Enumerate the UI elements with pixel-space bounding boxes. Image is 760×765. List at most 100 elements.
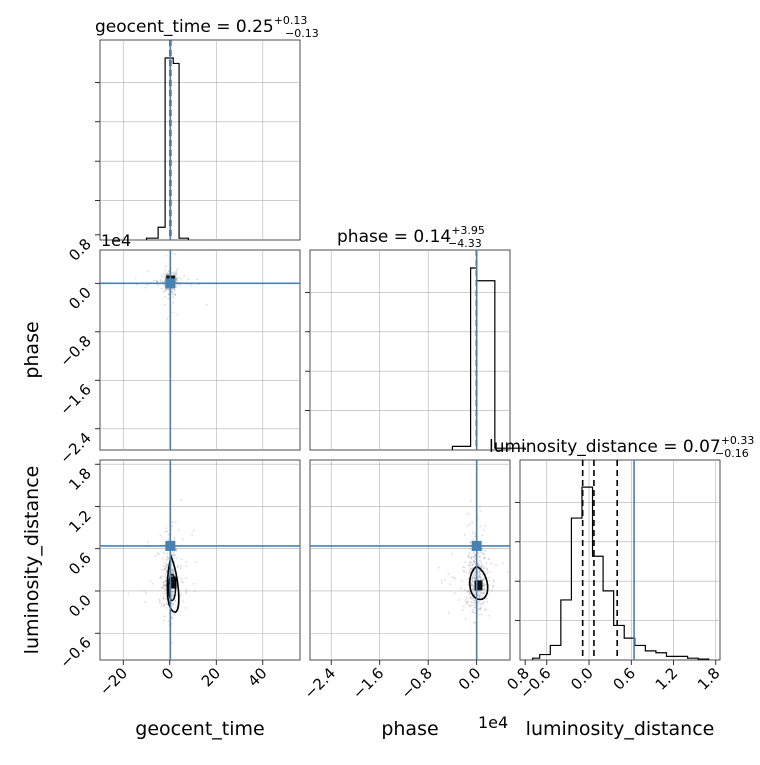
sample-point: [479, 577, 482, 580]
panel-frame-geocent-time-hist: [99, 39, 301, 241]
sample-point: [479, 565, 481, 568]
sample-point: [184, 606, 187, 609]
sample-point: [508, 588, 510, 591]
sample-point: [164, 567, 167, 570]
sample-point: [156, 280, 159, 283]
sample-point: [187, 278, 190, 281]
sample-point: [483, 566, 486, 569]
sample-point: [171, 563, 173, 566]
sample-point: [172, 603, 175, 605]
sample-point: [469, 564, 471, 567]
sample-point: [479, 606, 482, 609]
sample-point: [175, 278, 178, 281]
sample-point: [474, 572, 477, 574]
sample-point: [179, 567, 182, 570]
sample-point: [480, 561, 483, 564]
sample-point: [174, 272, 177, 274]
sample-point: [471, 579, 474, 582]
sample-point: [472, 555, 475, 558]
sample-point: [172, 569, 175, 571]
sample-point: [473, 573, 476, 576]
sample-point: [185, 560, 188, 563]
sample-point: [467, 572, 470, 575]
sample-point: [149, 580, 152, 583]
sample-point: [162, 585, 165, 588]
sample-point: [167, 293, 170, 296]
sample-point: [173, 272, 176, 275]
sample-point: [468, 571, 471, 574]
sample-point: [479, 608, 482, 610]
sample-point: [164, 295, 166, 298]
sample-point: [171, 525, 174, 528]
sample-point: [175, 272, 178, 275]
sample-point: [483, 529, 486, 531]
sample-point: [165, 288, 168, 291]
sample-point: [478, 570, 481, 573]
sample-point: [176, 279, 178, 281]
y-axis-label-luminosity-distance: luminosity_distance: [21, 466, 43, 655]
sample-point: [495, 564, 497, 567]
sample-point: [479, 573, 482, 576]
sample-point: [175, 274, 178, 277]
sample-point: [469, 541, 471, 544]
sample-point: [175, 278, 177, 281]
sample-point: [467, 555, 470, 558]
sample-point: [174, 554, 177, 557]
sample-point: [481, 573, 484, 576]
sample-point: [173, 273, 176, 276]
sample-point: [471, 580, 474, 583]
sample-point: [472, 566, 474, 569]
sample-point: [478, 570, 481, 573]
sample-point: [472, 611, 475, 614]
sample-point: [164, 579, 167, 582]
sample-point: [502, 562, 504, 565]
sample-point: [474, 622, 476, 624]
sample-point: [162, 597, 165, 600]
x-axis-label-phase: phase: [381, 718, 438, 740]
sample-point: [471, 609, 474, 612]
sample-point: [472, 560, 475, 563]
sample-point: [165, 579, 167, 582]
sample-point: [481, 602, 484, 605]
sample-point: [170, 601, 173, 604]
sample-point: [161, 273, 163, 276]
sample-point: [164, 531, 167, 534]
contour-outer: [166, 552, 180, 613]
sample-point: [468, 593, 471, 595]
sample-point: [172, 603, 175, 606]
sample-point: [167, 330, 170, 333]
sample-point: [479, 607, 482, 610]
sample-point: [171, 590, 174, 593]
sample-point: [165, 254, 168, 257]
sample-point: [166, 318, 169, 320]
sample-point: [470, 604, 473, 607]
sample-point: [146, 284, 149, 286]
sample-point: [164, 583, 167, 586]
sample-point: [171, 591, 174, 594]
panel-frame-distance-vs-phase: [309, 459, 511, 661]
sample-point: [473, 578, 476, 580]
sample-point: [463, 566, 466, 569]
sample-point: [474, 553, 477, 556]
sample-point: [166, 273, 169, 276]
sample-point: [469, 560, 472, 563]
sample-point: [167, 273, 170, 276]
sample-point: [171, 252, 174, 255]
sample-point: [479, 550, 482, 553]
sample-point: [163, 284, 165, 287]
sample-point: [480, 566, 483, 569]
sample-point: [163, 273, 166, 276]
sample-point: [474, 535, 477, 538]
sample-point: [487, 558, 490, 561]
sample-point: [462, 566, 465, 568]
sample-point: [171, 593, 174, 596]
sample-point: [481, 547, 484, 550]
sample-point: [471, 587, 474, 590]
sample-point: [165, 602, 168, 605]
sample-point: [154, 554, 157, 557]
sample-point: [192, 529, 195, 532]
sample-point: [176, 566, 179, 568]
sample-point: [485, 583, 487, 586]
